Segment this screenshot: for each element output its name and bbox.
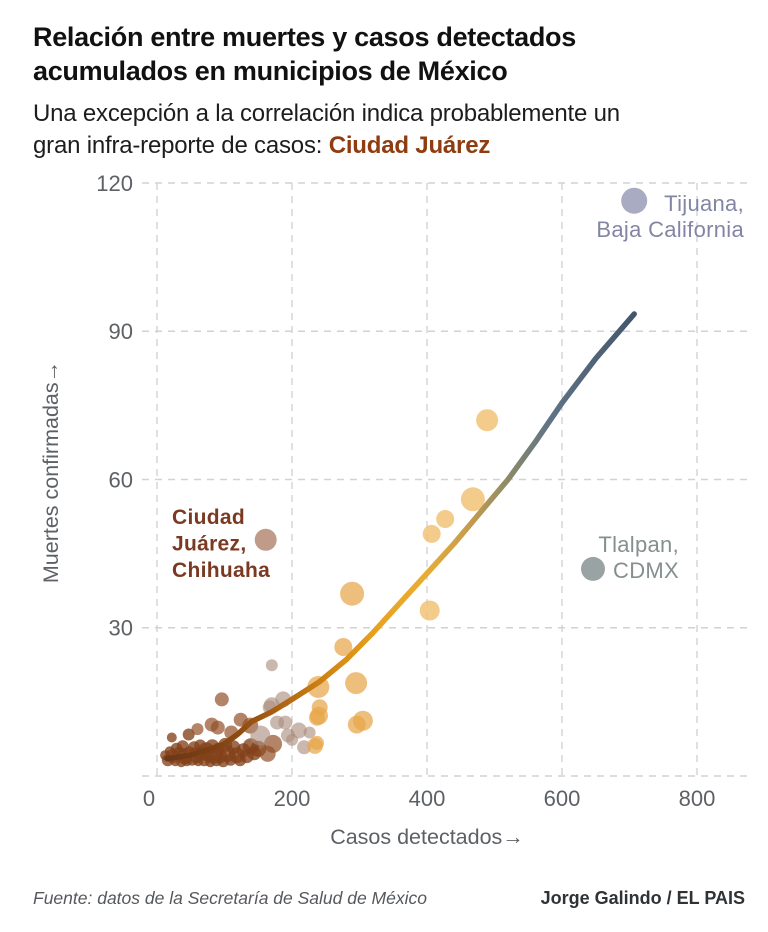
- scatter-point-tijuana: [621, 187, 648, 214]
- annotation-juarez: Ciudad Juárez, Chihuaha: [172, 506, 270, 582]
- annotation-tijuana: Tijuana,Baja California: [596, 191, 744, 242]
- scatter-point-mauve: [278, 715, 293, 730]
- axis-tick-labels: 30 60 90 120 0 200 400 600 800: [96, 171, 715, 811]
- scatter-point-mauve: [265, 659, 278, 672]
- x-tick-label: 800: [679, 786, 716, 811]
- subtitle-line2: gran infra-reporte de casos:: [33, 132, 329, 159]
- scatter-point-orange: [310, 735, 324, 750]
- scatter-point-lightorange: [422, 524, 441, 543]
- annotation-label: Tijuana,: [664, 191, 744, 216]
- scatter-point-mauve: [303, 726, 316, 739]
- title-line2: acumulados en municipios de México: [33, 56, 508, 86]
- scatter-point-orange: [311, 699, 328, 716]
- scatter-point-mauve: [250, 725, 271, 746]
- gridlines: [142, 182, 749, 777]
- x-tick-label: 400: [409, 786, 446, 811]
- y-axis-title: Muertes confirmadas→: [39, 361, 63, 583]
- subtitle-highlight: Ciudad Juárez: [328, 132, 491, 159]
- chart-header: Relación entre muertes y casos detectado…: [33, 20, 738, 162]
- scatter-point-orange: [352, 710, 373, 731]
- scatter-point-brown: [210, 720, 225, 735]
- author-credit: Jorge Galindo / EL PAIS: [540, 888, 745, 908]
- trend-line: [164, 311, 637, 762]
- scatter-point-dark: [182, 728, 195, 741]
- scatter-point-lightorange: [436, 510, 455, 528]
- annotation-label: Tlalpan,: [598, 532, 679, 557]
- scatter-points: [160, 187, 648, 768]
- annotation-label: Juárez,: [172, 533, 246, 556]
- annotation-tlalpan: Tlalpan,CDMX: [598, 532, 679, 583]
- scatter-point-orange: [334, 638, 353, 656]
- scatter-point-lightorange: [460, 487, 485, 512]
- scatter-point-juarez: [254, 528, 277, 551]
- chart-footer: Fuente: datos de la Secretaría de Salud …: [33, 888, 745, 909]
- subtitle-line1: Una excepción a la correlación indica pr…: [33, 100, 620, 127]
- y-tick-label: 90: [109, 319, 133, 344]
- x-tick-label: 0: [143, 786, 155, 811]
- scatter-point-brown: [214, 692, 229, 707]
- title-line1: Relación entre muertes y casos detectado…: [33, 22, 576, 52]
- y-tick-label: 120: [96, 171, 133, 196]
- y-tick-label: 60: [109, 467, 133, 492]
- x-tick-label: 200: [274, 786, 311, 811]
- chart-title: Relación entre muertes y casos detectado…: [33, 20, 738, 88]
- chart-subtitle: Una excepción a la correlación indica pr…: [33, 98, 738, 162]
- scatter-point-dark: [166, 732, 177, 743]
- scatter-point-mauve: [290, 722, 307, 739]
- scatter-point-orange: [345, 672, 368, 695]
- y-tick-label: 30: [109, 616, 133, 641]
- x-tick-label: 600: [544, 786, 581, 811]
- scatter-point-lightorange: [419, 600, 440, 621]
- scatter-point-lightorange: [476, 409, 499, 432]
- annotation-label: CDMX: [613, 558, 679, 583]
- scatter-point-tlalpan: [581, 556, 605, 581]
- x-axis-title: Casos detectados→: [330, 825, 524, 849]
- annotation-label: Ciudad: [172, 506, 245, 529]
- scatter-point-brown: [191, 723, 204, 736]
- annotation-label: Chihuaha: [172, 559, 270, 582]
- scatter-point-orange: [340, 581, 365, 606]
- annotation-label: Baja California: [596, 217, 744, 242]
- source-note: Fuente: datos de la Secretaría de Salud …: [33, 888, 427, 908]
